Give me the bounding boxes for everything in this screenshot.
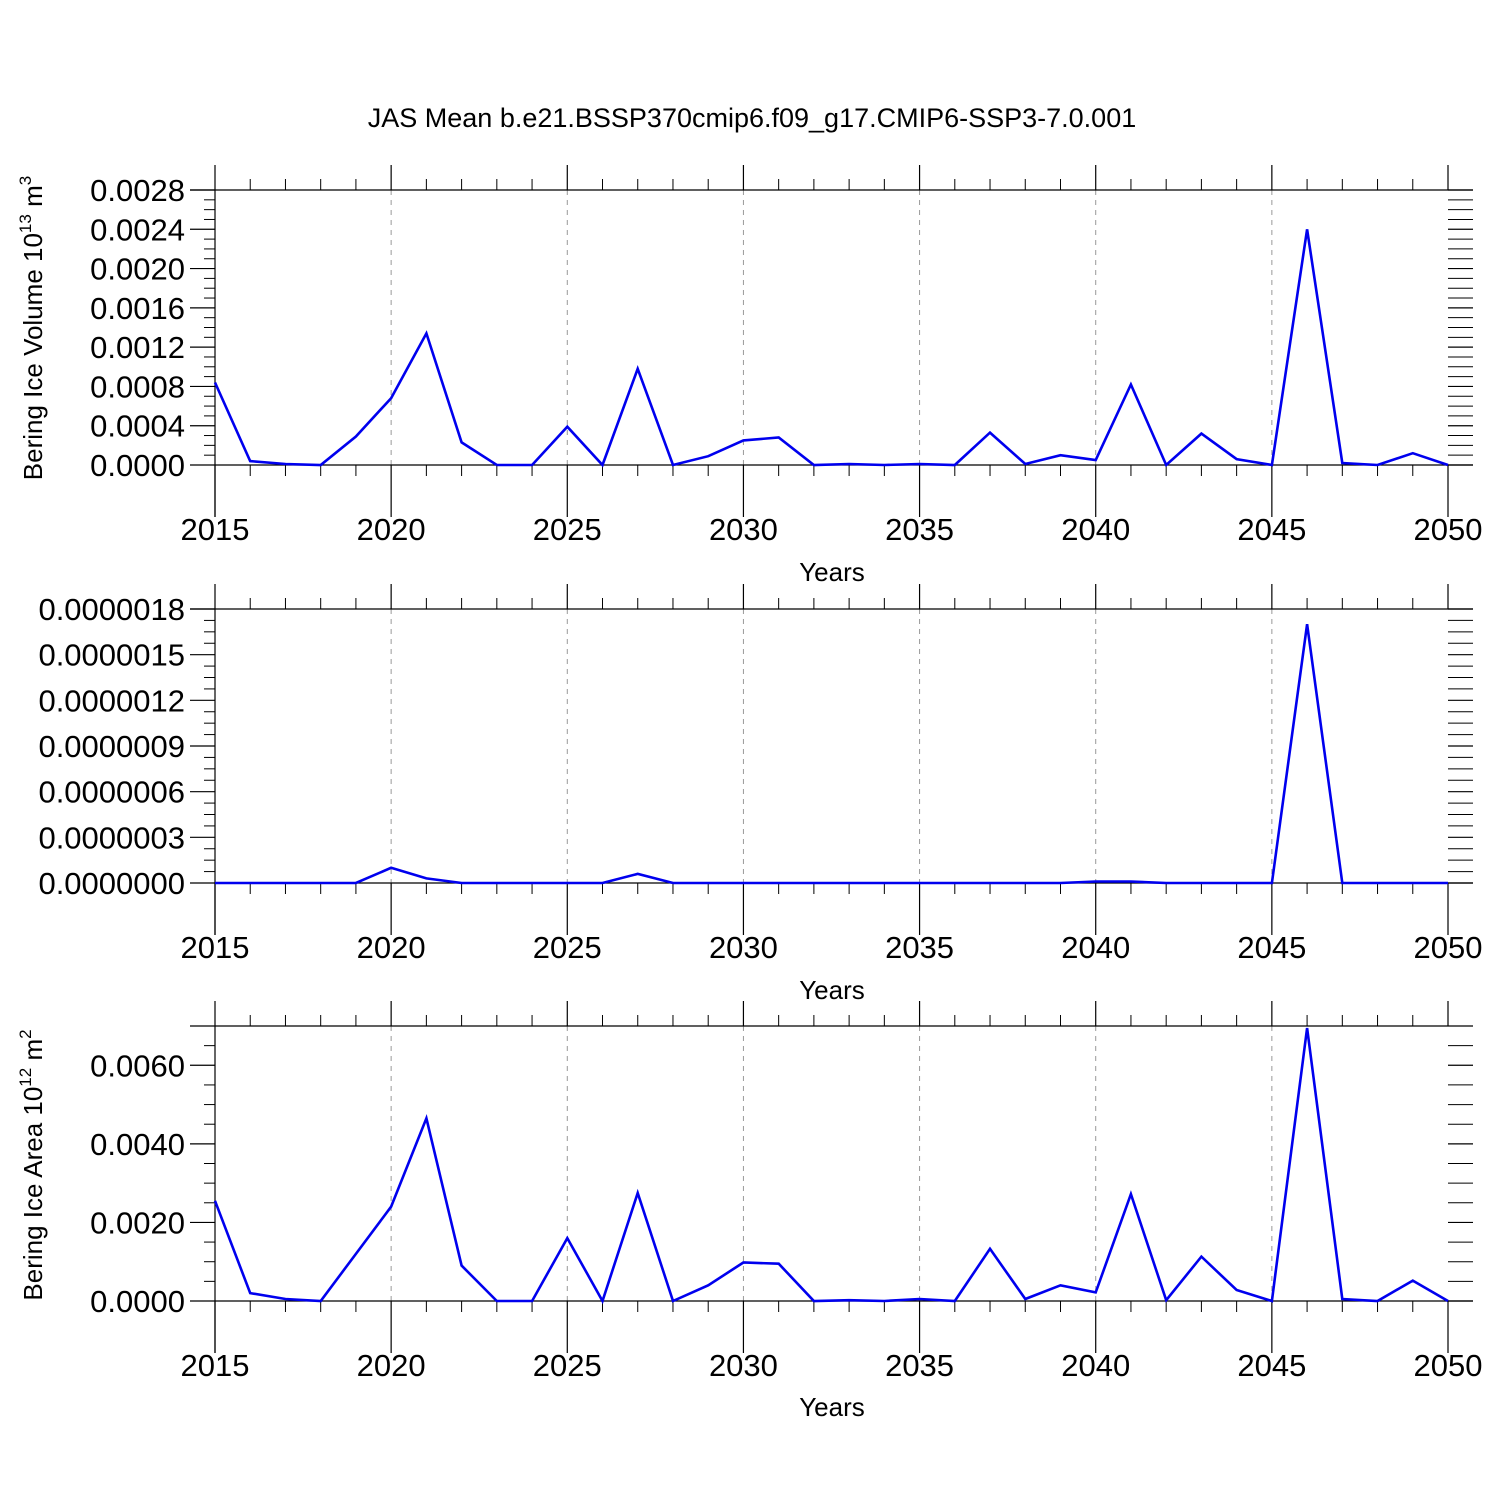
x-tick-label: 2040 (1061, 930, 1130, 965)
y-tick-label: 0.0000 (90, 1284, 185, 1319)
x-tick-label: 2020 (357, 512, 426, 547)
y-tick-label: 0.0024 (90, 212, 185, 247)
ylabel-volume-main: Bering Ice Volume 10 (18, 233, 48, 480)
y-tick-label: 0.0028 (90, 173, 185, 208)
x-tick-label: 2025 (533, 512, 602, 547)
x-tick-label: 2045 (1237, 1348, 1306, 1383)
x-tick-label: 2025 (533, 930, 602, 965)
panel-ice-area: Bering Ice Area 1012 m2 Years 2015 2020 20… (16, 1001, 1482, 1422)
x-tick-label: 2020 (357, 1348, 426, 1383)
ylabel-volume-unit-exp: 3 (16, 176, 35, 185)
y-tick-label: 0.0008 (90, 369, 185, 404)
series-line (213, 1027, 1449, 1305)
ylabel-volume-unit: m (18, 185, 48, 214)
y-tick-label: 0.0000000 (38, 866, 185, 901)
y-tick-label: 0.0020 (90, 252, 185, 287)
y-tick-label: 0.0000 (90, 448, 185, 483)
x-tick-label: 2015 (181, 512, 250, 547)
y-tick-label: 0.0000009 (38, 729, 185, 764)
y-tick-label: 0.0000018 (38, 592, 185, 627)
panel-ice-volume: Bering Ice Volume 1013 m3 Years 2015 2020… (16, 165, 1482, 587)
y-tick-label: 0.0040 (90, 1127, 185, 1162)
y-tick-label: 0.0000015 (38, 638, 185, 673)
x-tick-label: 2035 (885, 512, 954, 547)
xlabel-volume: Years (799, 557, 865, 587)
y-tick-label: 0.0000006 (38, 775, 185, 810)
x-tick-label: 2050 (1414, 512, 1483, 547)
y-tick-label: 0.0000003 (38, 820, 185, 855)
x-tick-label: 2040 (1061, 1348, 1130, 1383)
ylabel-volume-exp: 13 (16, 214, 35, 233)
ylabel-area-main: Bering Ice Area 10 (18, 1087, 48, 1301)
ylabel-volume: Bering Ice Volume 1013 m3 (16, 176, 48, 480)
x-tick-label: 2015 (181, 930, 250, 965)
x-tick-label: 2020 (357, 930, 426, 965)
ylabel-area-unit-exp: 2 (16, 1029, 35, 1038)
xlabel-middle: Years (799, 975, 865, 1005)
x-tick-label: 2035 (885, 930, 954, 965)
x-tick-label: 2030 (709, 1348, 778, 1383)
x-tick-label: 2050 (1414, 930, 1483, 965)
x-tick-label: 2015 (181, 1348, 250, 1383)
xlabel-area: Years (799, 1392, 865, 1422)
panel-middle: Years 2015 2020 2025 2030 2035 2040 2045 2050 0.… (38, 584, 1482, 1005)
series-line (213, 229, 1449, 468)
x-tick-label: 2040 (1061, 512, 1130, 547)
x-tick-label: 2035 (885, 1348, 954, 1383)
x-tick-label: 2030 (709, 930, 778, 965)
y-tick-label: 0.0012 (90, 330, 185, 365)
ylabel-area-exp: 12 (16, 1068, 35, 1087)
y-tick-label: 0.0060 (90, 1048, 185, 1083)
y-tick-label: 0.0020 (90, 1205, 185, 1240)
x-tick-label: 2045 (1237, 512, 1306, 547)
series-line (215, 624, 1448, 885)
y-tick-label: 0.0004 (90, 409, 185, 444)
x-tick-label: 2030 (709, 512, 778, 547)
y-tick-label: 0.0016 (90, 291, 185, 326)
x-tick-label: 2025 (533, 1348, 602, 1383)
figure-title: JAS Mean b.e21.BSSP370cmip6.f09_g17.CMIP… (368, 103, 1136, 133)
x-tick-label: 2050 (1414, 1348, 1483, 1383)
y-tick-label: 0.0000012 (38, 683, 185, 718)
ylabel-area-unit: m (18, 1039, 48, 1068)
x-tick-label: 2045 (1237, 930, 1306, 965)
ylabel-area: Bering Ice Area 1012 m2 (16, 1029, 48, 1300)
